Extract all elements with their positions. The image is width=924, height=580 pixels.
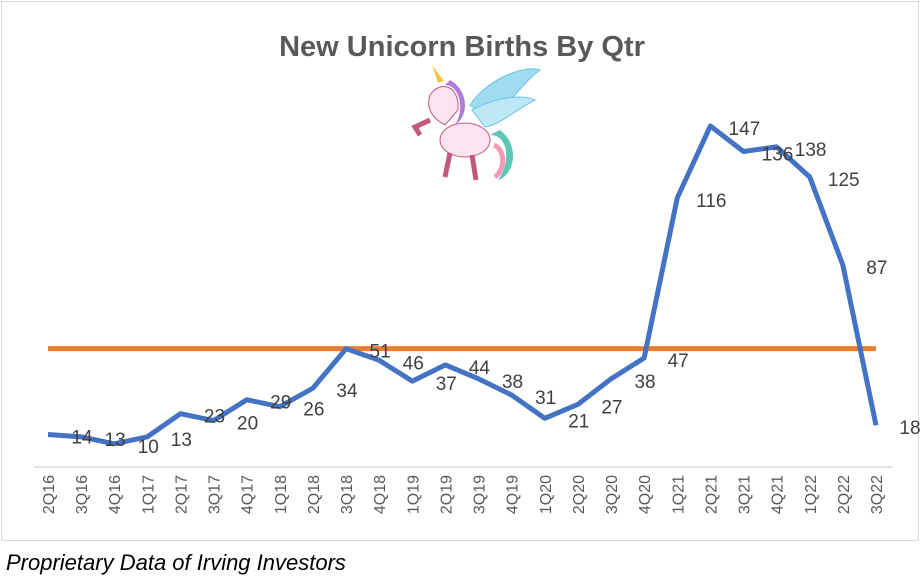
x-tick-label: 2Q16 <box>41 475 58 514</box>
x-tick-label: 1Q20 <box>538 475 555 514</box>
data-label: 44 <box>469 358 491 379</box>
x-axis: 2Q16 3Q16 4Q16 1Q17 2Q17 3Q17 4Q17 1Q18 2Q18 3Q18… <box>34 466 892 514</box>
data-label: 51 <box>370 342 391 363</box>
x-tick-label: 3Q17 <box>207 475 224 514</box>
x-tick-label: 2Q18 <box>306 475 323 514</box>
data-label: 20 <box>237 414 258 435</box>
x-tick-label: 1Q21 <box>670 475 687 514</box>
data-label: 46 <box>403 353 424 374</box>
line-chart: New Unicorn Births By Qtr 2Q16 3Q16 4Q16 1Q… <box>34 31 921 514</box>
x-tick-label: 3Q22 <box>869 475 886 514</box>
data-label: 147 <box>729 119 761 140</box>
x-tick-label: 3Q19 <box>472 475 489 514</box>
data-label: 87 <box>866 258 887 279</box>
x-tick-label: 4Q18 <box>372 475 389 514</box>
x-tick-label: 2Q22 <box>836 475 853 514</box>
data-label: 38 <box>634 372 655 393</box>
data-label: 13 <box>105 430 126 451</box>
data-label: 31 <box>535 388 556 409</box>
data-label: 18 <box>899 418 920 439</box>
data-label: 47 <box>668 351 689 372</box>
data-label: 27 <box>601 397 622 418</box>
series-line <box>47 123 879 447</box>
data-label: 37 <box>436 374 457 395</box>
data-label: 29 <box>270 393 291 414</box>
data-labels: 14 13 10 13 23 20 29 26 34 51 46 37 44 38 31 21 27 38 47 11… <box>47 119 921 458</box>
series-group <box>47 123 879 447</box>
x-tick-label: 4Q21 <box>770 475 787 514</box>
data-label: 13 <box>171 430 192 451</box>
x-tick-label: 2Q17 <box>173 475 190 514</box>
data-label: 38 <box>502 372 523 393</box>
data-label: 125 <box>828 170 860 191</box>
x-tick-label: 1Q18 <box>273 475 290 514</box>
x-tick-label: 4Q19 <box>505 475 522 514</box>
x-tick-label: 2Q20 <box>571 475 588 514</box>
x-tick-label: 4Q17 <box>240 475 257 514</box>
data-label: 116 <box>696 191 726 212</box>
chart-title: New Unicorn Births By Qtr <box>279 31 645 63</box>
x-tick-label: 2Q19 <box>438 475 455 514</box>
data-label: 136 <box>762 144 794 165</box>
x-tick-label: 2Q21 <box>703 475 720 514</box>
data-label: 34 <box>336 381 358 402</box>
x-tick-label: 3Q16 <box>74 475 91 514</box>
unicorn-illustration <box>411 65 541 181</box>
x-tick-label: 1Q19 <box>405 475 422 514</box>
x-tick-label: 1Q22 <box>803 475 820 514</box>
data-label: 23 <box>204 407 225 428</box>
data-label: 21 <box>568 411 589 432</box>
data-label: 138 <box>795 140 827 161</box>
x-tick-label: 4Q16 <box>107 475 124 514</box>
x-tick-label: 3Q21 <box>737 475 754 514</box>
data-label: 14 <box>71 428 93 449</box>
x-tick-label: 4Q20 <box>637 475 654 514</box>
footer-note: Proprietary Data of Irving Investors <box>6 550 346 575</box>
x-tick-label: 1Q17 <box>140 475 157 514</box>
data-label: 26 <box>303 400 324 421</box>
x-tick-label: 3Q18 <box>339 475 356 514</box>
data-label: 10 <box>138 437 159 458</box>
x-tick-label: 3Q20 <box>604 475 621 514</box>
